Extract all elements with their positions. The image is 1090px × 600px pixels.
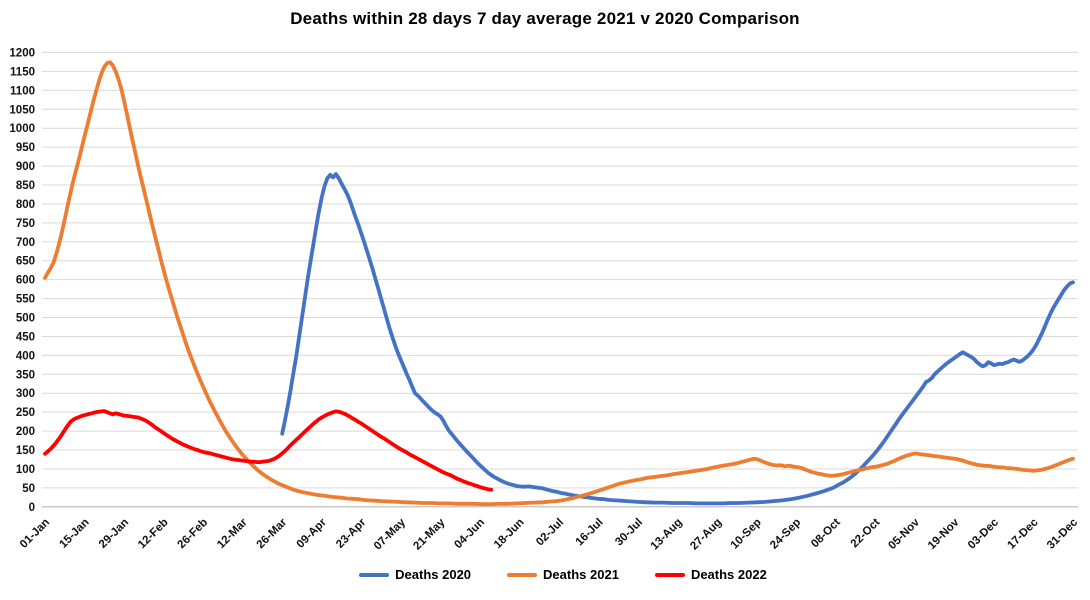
series-line-deaths-2020 bbox=[280, 172, 1075, 506]
x-tick-label: 18-Jun bbox=[492, 516, 527, 551]
y-tick-label: 450 bbox=[16, 331, 35, 343]
legend-label-2022: Deaths 2022 bbox=[690, 567, 767, 582]
y-tick-label: 150 bbox=[16, 445, 35, 457]
y-tick-label: 1100 bbox=[10, 85, 35, 97]
x-tick-label: 26-Mar bbox=[255, 516, 290, 551]
x-tick-label: 09-Apr bbox=[295, 516, 330, 551]
y-tick-label: 550 bbox=[16, 294, 35, 306]
y-tick-label: 500 bbox=[16, 313, 35, 325]
y-tick-label: 0 bbox=[29, 502, 35, 514]
y-tick-label: 700 bbox=[16, 237, 35, 249]
y-tick-label: 1000 bbox=[9, 123, 35, 135]
series-line-deaths-2022 bbox=[43, 409, 494, 492]
x-tick-label: 01-Jan bbox=[18, 516, 52, 550]
legend-label-2020: Deaths 2020 bbox=[395, 567, 472, 582]
x-tick-label: 15-Jan bbox=[57, 516, 91, 550]
x-tick-label: 05-Nov bbox=[886, 516, 922, 552]
y-tick-label: 300 bbox=[16, 388, 35, 400]
y-tick-label: 350 bbox=[16, 369, 35, 381]
y-tick-label: 250 bbox=[16, 407, 35, 419]
legend-line-swatch-2022 bbox=[654, 572, 685, 577]
x-tick-label: 02-Jul bbox=[534, 516, 566, 548]
x-tick-label: 17-Dec bbox=[1005, 516, 1041, 552]
y-tick-label: 400 bbox=[16, 350, 35, 362]
x-tick-label: 26-Feb bbox=[176, 516, 211, 551]
series-line-deaths-2021 bbox=[43, 60, 1075, 507]
x-tick-label: 23-Apr bbox=[334, 516, 369, 551]
x-tick-label: 07-May bbox=[372, 516, 408, 552]
legend: Deaths 2020 Deaths 2021 Deaths 2022 bbox=[18, 567, 1090, 582]
legend-label-2021: Deaths 2021 bbox=[543, 567, 619, 582]
y-tick-label: 750 bbox=[16, 218, 35, 230]
chart-title: Deaths within 28 days 7 day average 2021… bbox=[290, 9, 800, 28]
x-tick-label: 13-Aug bbox=[649, 516, 685, 552]
y-tick-label: 800 bbox=[16, 199, 35, 211]
y-tick-label: 600 bbox=[16, 275, 35, 287]
y-tick-label: 950 bbox=[16, 142, 35, 154]
y-tick-label: 650 bbox=[16, 256, 35, 268]
x-tick-label: 21-May bbox=[411, 516, 447, 552]
legend-item-deaths-2020: Deaths 2020 bbox=[359, 567, 471, 582]
x-tick-label: 29-Jan bbox=[97, 516, 131, 550]
x-tick-label: 03-Dec bbox=[966, 516, 1002, 552]
x-tick-label: 19-Nov bbox=[926, 516, 962, 552]
x-tick-label: 16-Jul bbox=[574, 516, 606, 548]
y-tick-label: 100 bbox=[16, 464, 35, 476]
y-tick-label: 1050 bbox=[9, 104, 35, 116]
y-tick-label: 900 bbox=[16, 161, 35, 173]
x-tick-label: 27-Aug bbox=[688, 516, 724, 552]
x-tick-label: 10-Sep bbox=[729, 516, 764, 551]
x-tick-label: 30-Jul bbox=[613, 516, 645, 548]
x-tick-label: 08-Oct bbox=[809, 516, 843, 550]
legend-line-swatch-2020 bbox=[359, 572, 390, 577]
x-tick-label: 24-Sep bbox=[768, 516, 803, 551]
x-tick-label: 22-Oct bbox=[849, 516, 883, 550]
x-tick-label: 31-Dec bbox=[1045, 516, 1081, 552]
y-tick-label: 1150 bbox=[10, 66, 35, 78]
y-tick-label: 50 bbox=[22, 483, 35, 495]
x-tick-label: 12-Mar bbox=[215, 516, 250, 551]
y-tick-label: 200 bbox=[16, 426, 35, 438]
legend-line-swatch-2021 bbox=[507, 572, 538, 577]
x-tick-label: 12-Feb bbox=[136, 516, 171, 551]
legend-item-deaths-2021: Deaths 2021 bbox=[507, 567, 619, 582]
y-tick-label: 850 bbox=[16, 180, 35, 192]
y-tick-label: 1200 bbox=[9, 48, 35, 60]
x-tick-label: 04-Jun bbox=[452, 516, 487, 551]
legend-item-deaths-2022: Deaths 2022 bbox=[654, 567, 767, 582]
plot-area: 0 50 100 150 200 250 300 350 400 450 500 550 600 650 7… bbox=[9, 48, 1081, 553]
